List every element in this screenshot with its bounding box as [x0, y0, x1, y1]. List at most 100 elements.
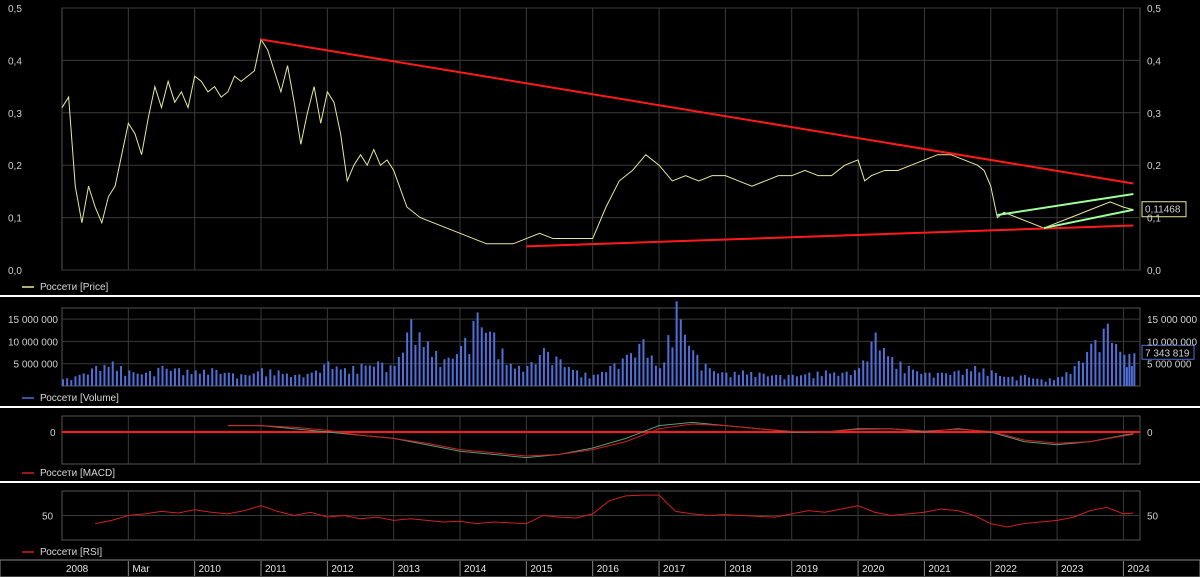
volume-bar [1003, 376, 1006, 386]
volume-bar [916, 371, 919, 386]
volume-bar [236, 378, 239, 386]
volume-bar [290, 377, 293, 386]
volume-bar [153, 376, 156, 386]
time-axis-label: 2017 [663, 564, 686, 575]
volume-bar [310, 372, 313, 386]
volume-bar [132, 372, 135, 386]
volume-bar [285, 373, 288, 386]
volume-bar [1086, 351, 1089, 386]
volume-bar [795, 376, 798, 386]
volume-bar [422, 346, 425, 386]
volume-bar [725, 372, 728, 386]
volume-bar [70, 380, 73, 386]
volume-bar [659, 368, 662, 386]
volume-bar [978, 372, 981, 386]
volume-bar [671, 347, 674, 386]
trendline-channel-upper[interactable] [997, 193, 1134, 216]
volume-bar [431, 357, 434, 386]
volume-bar [1032, 378, 1035, 386]
time-axis-label: 2016 [597, 564, 620, 575]
volume-bar [949, 374, 952, 386]
volume-bar [816, 371, 819, 386]
time-axis-labels: 2008 Mar 2010 2011 2012 2013 2014 2015 2016 2017 2… [66, 561, 1150, 576]
volume-bar [555, 356, 558, 386]
time-axis-label: 2022 [995, 564, 1018, 575]
volume-bar [1119, 351, 1122, 386]
price-y-tick-label-left: 0,4 [8, 56, 22, 67]
time-axis-bar[interactable] [0, 559, 1200, 577]
volume-bar [393, 365, 396, 386]
volume-bar [294, 374, 297, 386]
volume-bar [82, 373, 85, 386]
volume-bar [654, 365, 657, 386]
rsi-panel [95, 494, 1134, 528]
price-legend-label: Россети [Price] [40, 282, 109, 293]
volume-bar [198, 373, 201, 386]
volume-bar [833, 372, 836, 386]
volume-bar [1133, 353, 1136, 386]
volume-bar [862, 360, 865, 386]
price-y-tick-label-left: 0,2 [8, 161, 22, 172]
volume-bar [493, 332, 496, 386]
volume-bar [497, 359, 500, 386]
volume-bar [352, 365, 355, 386]
volume-bar [451, 358, 454, 386]
volume-bar [252, 373, 255, 386]
macd-legend-label: Россети [MACD] [40, 468, 115, 479]
volume-bar [406, 332, 409, 386]
volume-bar [617, 368, 620, 386]
volume-bar [601, 371, 603, 386]
volume-bar [227, 372, 230, 386]
volume-bar [115, 370, 118, 386]
time-axis-label: 2024 [1127, 564, 1150, 575]
time-axis-label: 2021 [928, 564, 951, 575]
volume-bar [1036, 378, 1039, 386]
volume-bar [418, 332, 421, 386]
price-last-value-box [1141, 201, 1187, 218]
volume-bar [489, 331, 492, 386]
volume-bar [932, 377, 935, 386]
volume-bar [1128, 354, 1131, 386]
volume-bar [849, 374, 852, 386]
volume-bar [812, 378, 815, 386]
volume-bar [99, 370, 102, 386]
volume-bar [107, 366, 110, 386]
trendline-channel-lower[interactable] [1043, 208, 1134, 230]
trendline-lower-support[interactable] [526, 224, 1134, 248]
volume-bar [302, 377, 305, 386]
volume-bar [837, 375, 840, 386]
trendline-upper-resistance[interactable] [260, 38, 1134, 185]
volume-bar [584, 372, 587, 386]
volume-bar [476, 312, 479, 386]
volume-bar [1081, 362, 1084, 386]
volume-bar [331, 368, 334, 386]
volume-bar [1040, 379, 1043, 386]
volume-bar [460, 345, 463, 386]
volume-bar [928, 372, 931, 386]
volume-bar [505, 364, 508, 386]
volume-bar [791, 374, 794, 386]
volume-bar [136, 373, 139, 386]
macd-plot-frame [61, 415, 1141, 465]
price-y-tick-label-right: 0,4 [1147, 56, 1161, 67]
volume-bar [484, 332, 487, 386]
time-axis-label: 2023 [1061, 564, 1084, 575]
time-axis-label: 2019 [796, 564, 819, 575]
time-axis-label: 2008 [66, 564, 89, 575]
volume-bar [770, 375, 773, 386]
volume-bar [165, 368, 168, 386]
volume-bar [464, 337, 467, 386]
volume-bar [945, 373, 948, 386]
volume-bar [696, 354, 699, 386]
volume-bar [692, 350, 695, 386]
volume-bar [609, 365, 612, 386]
volume-bar [613, 363, 616, 386]
volume-bar [103, 364, 106, 386]
volume-bar [895, 368, 898, 386]
time-axis-label: 2012 [331, 564, 354, 575]
time-axis-label: 2010 [199, 564, 222, 575]
volume-bar [683, 334, 686, 386]
price-y-tick-label-left: 0,0 [8, 266, 22, 277]
volume-bar [874, 332, 877, 386]
time-axis-label: 2020 [862, 564, 885, 575]
